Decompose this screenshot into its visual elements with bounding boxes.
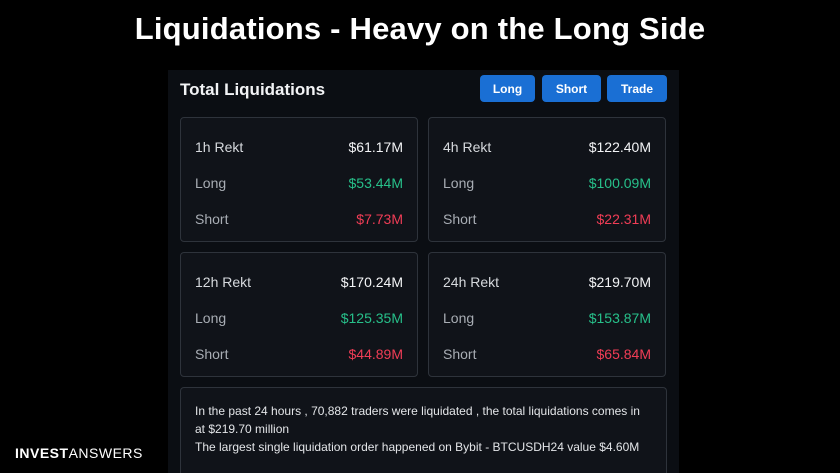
liquidation-card-4h: 4h Rekt $122.40M Long $100.09M Short $22… [428, 117, 666, 242]
card-total-value: $122.40M [588, 139, 651, 155]
card-period-label: 24h Rekt [443, 274, 500, 290]
card-short-row: Short $65.84M [443, 344, 651, 364]
card-total-row: 4h Rekt $122.40M [443, 137, 651, 157]
card-period-label: 4h Rekt [443, 139, 492, 155]
tab-short-button[interactable]: Short [542, 75, 601, 102]
brand-logo: INVESTANSWERS [15, 445, 143, 461]
liquidation-card-1h: 1h Rekt $61.17M Long $53.44M Short $7.73… [180, 117, 418, 242]
short-label: Short [443, 211, 477, 227]
panel-title: Total Liquidations [180, 80, 326, 99]
long-label: Long [195, 310, 227, 326]
brand-logo-part-2: ANSWERS [68, 445, 143, 461]
card-total-value: $219.70M [588, 274, 651, 290]
long-label: Long [195, 175, 227, 191]
short-value: $44.89M [348, 346, 403, 362]
card-total-value: $61.17M [348, 139, 403, 155]
short-label: Short [443, 346, 477, 362]
card-short-row: Short $7.73M [195, 209, 403, 229]
card-total-row: 24h Rekt $219.70M [443, 272, 651, 292]
card-long-row: Long $100.09M [443, 173, 651, 193]
card-short-row: Short $22.31M [443, 209, 651, 229]
brand-logo-part-1: INVEST [15, 445, 69, 461]
short-value: $7.73M [356, 211, 403, 227]
card-period-label: 12h Rekt [195, 274, 252, 290]
short-label: Short [195, 346, 229, 362]
short-value: $22.31M [596, 211, 651, 227]
tab-trade-button[interactable]: Trade [607, 75, 667, 102]
long-value: $100.09M [588, 175, 651, 191]
liquidation-card-12h: 12h Rekt $170.24M Long $125.35M Short $4… [180, 252, 418, 377]
card-long-row: Long $153.87M [443, 308, 651, 328]
short-value: $65.84M [596, 346, 651, 362]
card-short-row: Short $44.89M [195, 344, 403, 364]
long-label: Long [443, 175, 475, 191]
liquidations-panel: Total Liquidations Long Short Trade 1h R… [168, 70, 679, 473]
long-value: $153.87M [588, 310, 651, 326]
card-long-row: Long $125.35M [195, 308, 403, 328]
summary-line-2: The largest single liquidation order hap… [195, 440, 640, 454]
long-value: $125.35M [340, 310, 403, 326]
short-label: Short [195, 211, 229, 227]
long-label: Long [443, 310, 475, 326]
card-total-row: 12h Rekt $170.24M [195, 272, 403, 292]
card-total-value: $170.24M [340, 274, 403, 290]
card-period-label: 1h Rekt [195, 139, 244, 155]
liquidation-summary: In the past 24 hours , 70,882 traders we… [180, 387, 667, 473]
summary-line-1: In the past 24 hours , 70,882 traders we… [195, 404, 640, 436]
card-total-row: 1h Rekt $61.17M [195, 137, 403, 157]
liquidation-card-24h: 24h Rekt $219.70M Long $153.87M Short $6… [428, 252, 666, 377]
tab-long-button[interactable]: Long [480, 75, 535, 102]
long-value: $53.44M [348, 175, 403, 191]
slide-title: Liquidations - Heavy on the Long Side [134, 11, 706, 46]
card-long-row: Long $53.44M [195, 173, 403, 193]
